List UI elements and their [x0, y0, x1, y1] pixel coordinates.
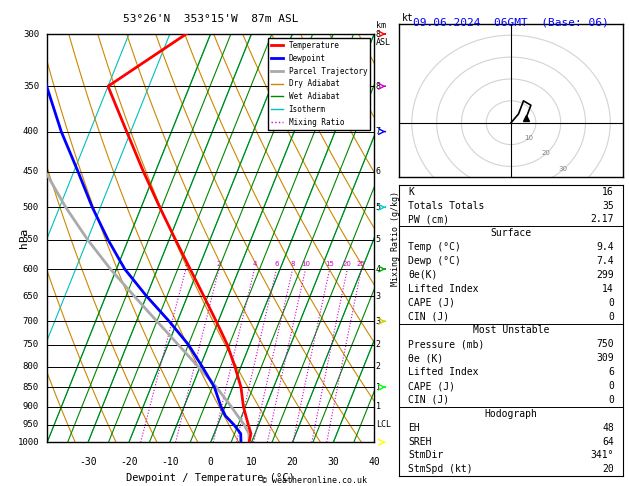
Text: 6: 6 [376, 167, 381, 176]
Legend: Temperature, Dewpoint, Parcel Trajectory, Dry Adiabat, Wet Adiabat, Isotherm, Mi: Temperature, Dewpoint, Parcel Trajectory… [268, 38, 370, 130]
Text: 7: 7 [376, 127, 381, 136]
Text: K: K [408, 187, 415, 197]
Text: 9.4: 9.4 [596, 242, 614, 252]
Text: 64: 64 [602, 436, 614, 447]
Text: Pressure (mb): Pressure (mb) [408, 339, 485, 349]
Text: CIN (J): CIN (J) [408, 312, 450, 322]
Text: LCL: LCL [376, 420, 391, 429]
Text: 20: 20 [287, 456, 298, 467]
Text: 14: 14 [602, 284, 614, 294]
Text: 400: 400 [23, 127, 39, 136]
Text: 2: 2 [217, 261, 221, 267]
Text: 1000: 1000 [18, 438, 39, 447]
Text: 650: 650 [23, 292, 39, 301]
Text: 309: 309 [596, 353, 614, 363]
Text: 0: 0 [608, 395, 614, 405]
Text: 30: 30 [328, 456, 339, 467]
Text: Totals Totals: Totals Totals [408, 201, 485, 210]
Text: 10: 10 [246, 456, 257, 467]
Text: 5: 5 [376, 203, 381, 212]
Text: CAPE (J): CAPE (J) [408, 298, 455, 308]
Text: hPa: hPa [19, 228, 30, 248]
Text: 0: 0 [208, 456, 214, 467]
Text: PW (cm): PW (cm) [408, 214, 450, 225]
Text: 550: 550 [23, 235, 39, 244]
Text: 10: 10 [524, 135, 533, 141]
Text: 40: 40 [369, 456, 380, 467]
Text: Surface: Surface [491, 228, 532, 238]
Text: 53°26'N  353°15'W  87m ASL: 53°26'N 353°15'W 87m ASL [123, 14, 299, 24]
Text: 750: 750 [23, 340, 39, 349]
Text: Mixing Ratio (g/kg): Mixing Ratio (g/kg) [391, 191, 400, 286]
Text: 300: 300 [23, 30, 39, 38]
Text: 341°: 341° [590, 451, 614, 460]
Text: 850: 850 [23, 382, 39, 392]
Text: θe(K): θe(K) [408, 270, 438, 280]
Text: 5: 5 [376, 235, 381, 244]
Text: 09.06.2024  06GMT  (Base: 06): 09.06.2024 06GMT (Base: 06) [413, 17, 609, 27]
Text: Lifted Index: Lifted Index [408, 367, 479, 377]
Text: 35: 35 [602, 201, 614, 210]
Text: 1: 1 [376, 382, 381, 392]
Text: 20: 20 [602, 464, 614, 474]
Text: Most Unstable: Most Unstable [473, 326, 549, 335]
Text: 2: 2 [376, 362, 381, 371]
Text: 20: 20 [542, 150, 550, 156]
Text: Lifted Index: Lifted Index [408, 284, 479, 294]
Text: 6: 6 [608, 367, 614, 377]
Text: 0: 0 [608, 298, 614, 308]
Text: CIN (J): CIN (J) [408, 395, 450, 405]
Text: 20: 20 [343, 261, 352, 267]
Text: 800: 800 [23, 362, 39, 371]
Text: StmDir: StmDir [408, 451, 443, 460]
Text: 15: 15 [325, 261, 334, 267]
Text: EH: EH [408, 423, 420, 433]
Text: 600: 600 [23, 264, 39, 274]
Text: 16: 16 [602, 187, 614, 197]
Text: 0: 0 [608, 381, 614, 391]
Text: 4: 4 [376, 264, 381, 274]
Text: StmSpd (kt): StmSpd (kt) [408, 464, 473, 474]
Text: 1: 1 [184, 261, 188, 267]
Text: Hodograph: Hodograph [484, 409, 538, 419]
Text: 2.17: 2.17 [590, 214, 614, 225]
Text: 299: 299 [596, 270, 614, 280]
Text: 48: 48 [602, 423, 614, 433]
Text: 700: 700 [23, 317, 39, 326]
Text: 1: 1 [376, 402, 381, 411]
Text: CAPE (J): CAPE (J) [408, 381, 455, 391]
Text: 0: 0 [608, 312, 614, 322]
Text: 4: 4 [252, 261, 257, 267]
Text: θe (K): θe (K) [408, 353, 443, 363]
Text: ASL: ASL [376, 38, 391, 47]
Text: 450: 450 [23, 167, 39, 176]
Text: 7.4: 7.4 [596, 256, 614, 266]
Text: 8: 8 [376, 30, 381, 38]
Text: Dewp (°C): Dewp (°C) [408, 256, 461, 266]
Text: Dewpoint / Temperature (°C): Dewpoint / Temperature (°C) [126, 473, 295, 483]
Text: 350: 350 [23, 82, 39, 91]
Text: -30: -30 [79, 456, 97, 467]
Text: km: km [376, 21, 386, 30]
Text: 25: 25 [357, 261, 365, 267]
Text: 2: 2 [376, 340, 381, 349]
Text: 3: 3 [376, 292, 381, 301]
Text: 950: 950 [23, 420, 39, 429]
Text: Temp (°C): Temp (°C) [408, 242, 461, 252]
Text: 8: 8 [291, 261, 295, 267]
Text: SREH: SREH [408, 436, 432, 447]
Text: 8: 8 [376, 82, 381, 91]
Text: 6: 6 [274, 261, 279, 267]
Text: 750: 750 [596, 339, 614, 349]
Text: 30: 30 [559, 166, 567, 172]
Text: kt: kt [402, 13, 413, 23]
Text: 900: 900 [23, 402, 39, 411]
Text: 500: 500 [23, 203, 39, 212]
Text: 3: 3 [376, 317, 381, 326]
Text: -20: -20 [120, 456, 138, 467]
Text: -10: -10 [161, 456, 179, 467]
Text: 10: 10 [301, 261, 310, 267]
Text: © weatheronline.co.uk: © weatheronline.co.uk [262, 476, 367, 485]
